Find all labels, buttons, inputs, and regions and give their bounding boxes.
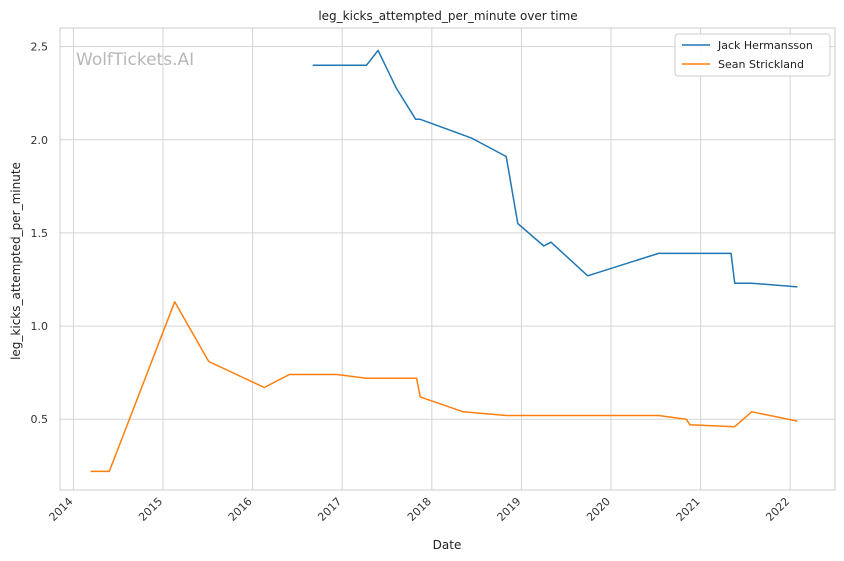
y-tick-label: 2.5 <box>31 41 49 54</box>
x-tick-label: 2015 <box>136 495 165 524</box>
watermark: WolfTickets.AI <box>76 50 194 70</box>
series-line-0 <box>312 49 798 288</box>
x-axis-ticks: 2014 2015 2016 2017 2018 2019 2020 2021 2022 <box>47 495 793 524</box>
legend: Jack Hermansson Sean Strickland <box>674 33 831 77</box>
legend-label-1: Sean Strickland <box>718 58 804 71</box>
y-tick-label: 1.5 <box>31 227 49 240</box>
plot-frame <box>59 27 836 491</box>
series-layer <box>90 49 798 473</box>
y-axis-title: leg_kicks_attempted_per_minute <box>9 162 23 360</box>
x-tick-label: 2020 <box>584 495 613 524</box>
x-tick-label: 2014 <box>47 495 76 524</box>
x-tick-label: 2016 <box>226 495 255 524</box>
y-tick-label: 2.0 <box>31 134 49 147</box>
series-line-1 <box>90 301 798 473</box>
legend-box <box>674 33 831 77</box>
chart-title: leg_kicks_attempted_per_minute over time <box>318 9 577 23</box>
x-tick-label: 2021 <box>674 495 703 524</box>
gridlines <box>60 28 835 490</box>
x-tick-label: 2019 <box>495 495 524 524</box>
x-tick-label: 2017 <box>315 495 344 524</box>
y-tick-label: 1.0 <box>31 320 49 333</box>
x-axis-title: Date <box>433 538 462 552</box>
y-tick-label: 0.5 <box>31 413 49 426</box>
x-tick-label: 2018 <box>405 495 434 524</box>
y-axis-ticks: 0.5 1.0 1.5 2.0 2.5 <box>31 41 49 427</box>
x-tick-label: 2022 <box>763 495 792 524</box>
legend-label-0: Jack Hermansson <box>717 39 813 52</box>
